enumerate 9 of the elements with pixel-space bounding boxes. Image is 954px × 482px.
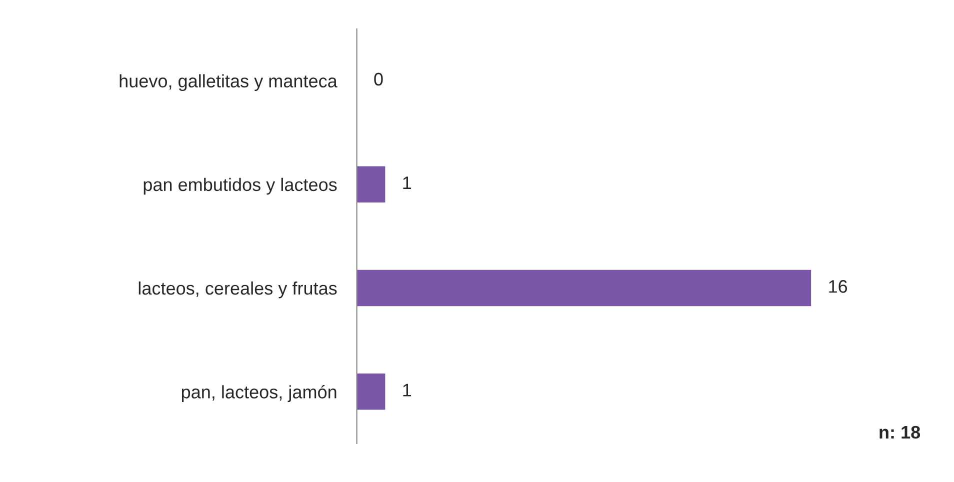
data-label: 1 [403, 384, 412, 396]
data-label: 1 [403, 176, 412, 190]
y-tick-label: pan embutidos y lacteos [144, 178, 337, 195]
data-label: 0 [374, 72, 383, 86]
y-tick-label: huevo, galletitas y manteca [120, 74, 338, 92]
y-tick-label: lacteos, cereales y frutas [138, 281, 337, 298]
y-tick-label: pan, lacteos, jamón [182, 384, 336, 402]
data-label: 16 [829, 280, 848, 293]
text: n: 18 [880, 426, 920, 439]
